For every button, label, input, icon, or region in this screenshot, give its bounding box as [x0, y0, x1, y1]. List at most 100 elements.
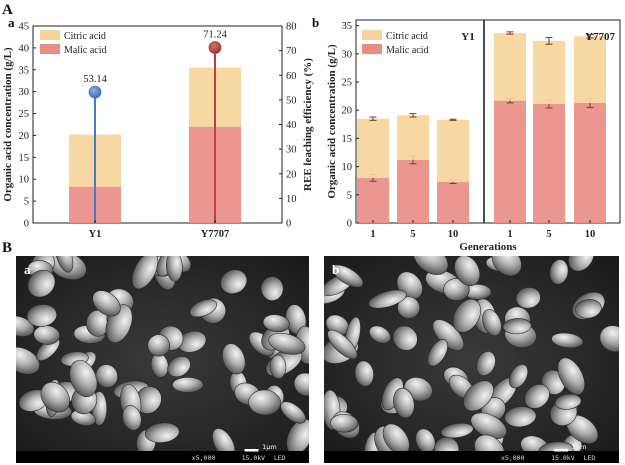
legend-swatch-citric-b [362, 30, 382, 40]
ytick-label-a-2: 10 [19, 175, 30, 186]
bar-citric-b-5 [574, 36, 606, 103]
sem-scale-bar [554, 449, 569, 452]
ylabel-a: Organic acid concentration (g/L) [2, 47, 14, 202]
bar-citric-b-4 [533, 40, 565, 105]
yeast-cell [463, 380, 494, 412]
yeast-cell [575, 299, 602, 319]
yeast-cell [474, 434, 505, 451]
ytick-label-a-7: 35 [19, 65, 30, 76]
ytick-label-a-5: 25 [19, 109, 30, 120]
efficiency-point-0 [88, 85, 102, 99]
yeast-cell [55, 256, 74, 273]
xtick-label-a-0: Y1 [89, 229, 102, 240]
y2label-a: REE leaching efficiency (%) [302, 58, 314, 191]
legend-label-malic-b: Malic acid [386, 45, 428, 56]
y2tick-label-a-5: 50 [286, 95, 297, 106]
panel-label-A: A [2, 2, 13, 18]
ytick-label-a-4: 20 [19, 131, 30, 142]
bar-citric-b-1 [397, 115, 429, 160]
y2tick-label-a-6: 60 [286, 71, 297, 82]
group-label-y1: Y1 [461, 31, 474, 43]
ytick-label-b-1: 5 [347, 190, 352, 201]
yeast-cell [332, 264, 364, 288]
yeast-cell [293, 372, 309, 397]
y2tick-label-a-7: 70 [286, 46, 297, 57]
yeast-cell [554, 393, 582, 410]
yeast-cell [92, 290, 121, 317]
ytick-label-a-6: 30 [19, 87, 30, 98]
yeast-cell [268, 332, 306, 355]
ytick-label-a-0: 0 [24, 219, 29, 230]
yeast-cell [415, 428, 436, 451]
ytick-label-b-6: 30 [342, 49, 353, 60]
xlabel-b: Generations [459, 241, 517, 253]
yeast-cell [280, 401, 306, 424]
panel-label-a: a [8, 15, 15, 30]
yeast-cell [40, 381, 70, 413]
plot-frame-b [355, 19, 621, 224]
y2tick-label-a-2: 20 [286, 169, 297, 180]
y2tick-label-a-8: 80 [286, 22, 297, 33]
xtick-label-b-4: 5 [546, 229, 551, 240]
bar-malic-b-5 [574, 102, 606, 223]
sem-info-bar [324, 451, 619, 463]
xtick-label-b-0: 1 [370, 229, 375, 240]
yeast-cell [557, 357, 586, 395]
y2tick-label-a-0: 0 [286, 219, 291, 230]
panel-label-B: B [2, 240, 12, 256]
yeast-cell [327, 329, 358, 360]
sem-magnification: x5,000 [192, 454, 216, 462]
yeast-cell [220, 269, 248, 294]
yeast-cell [131, 256, 159, 290]
yeast-cell [502, 318, 532, 335]
y2tick-label-a-4: 40 [286, 120, 297, 131]
bar-citric-b-3 [494, 32, 526, 101]
sem-scale-bar [244, 449, 259, 452]
yeast-cell [269, 354, 287, 379]
sem-panel-label-a: a [24, 262, 31, 277]
group-label-y7707: Y7707 [585, 31, 615, 43]
ytick-label-a-9: 45 [19, 22, 30, 33]
yeast-cell [260, 276, 284, 301]
yeast-cell [330, 413, 359, 433]
efficiency-label-1: 71.24 [203, 30, 227, 41]
yeast-cell [443, 278, 470, 301]
y2tick-label-a-1: 10 [286, 194, 297, 205]
ytick-label-b-3: 15 [342, 134, 353, 145]
legend-label-malic-a: Malic acid [64, 45, 106, 56]
xtick-label-b-5: 10 [585, 229, 596, 240]
ytick-label-a-3: 15 [19, 153, 30, 164]
yeast-cell [508, 364, 529, 389]
sem-panel-label-b: b [332, 262, 339, 277]
sem-image-a: x5,000 15.0kV LED 1μm [16, 256, 309, 463]
xtick-label-b-1: 5 [410, 229, 415, 240]
ytick-label-a-1: 5 [24, 197, 29, 208]
ytick-label-b-2: 10 [342, 162, 353, 173]
yeast-cell [26, 304, 58, 327]
yeast-cell [286, 418, 309, 451]
bar-malic-b-2 [437, 181, 469, 223]
yeast-cell [222, 343, 246, 375]
ytick-label-a-8: 40 [19, 43, 30, 54]
sem-image-b: x5,000 15.0kV LED 1μm [324, 256, 619, 463]
yeast-cell [248, 389, 281, 416]
bar-citric-b-0 [357, 118, 389, 178]
sem-magnification: x5,000 [501, 454, 525, 462]
sem-detector: LED [274, 454, 286, 462]
yeast-cell [452, 298, 481, 333]
yeast-cell [504, 406, 537, 428]
ytick-label-b-4: 20 [342, 106, 353, 117]
efficiency-label-0: 53.14 [83, 74, 107, 85]
bar-malic-b-4 [533, 104, 565, 223]
legend-swatch-malic-b [362, 44, 382, 54]
yeast-cell [482, 309, 502, 337]
ytick-label-b-5: 25 [342, 78, 353, 89]
yeast-cell [16, 346, 40, 375]
legend-label-citric-b: Citric acid [386, 31, 428, 42]
yeast-cell [122, 405, 142, 431]
y2tick-label-a-3: 30 [286, 145, 297, 156]
chart-a: 53.14 71.24 0 5 10 15 20 25 30 35 40 45 0 10 20 30 40 50 6… [2, 22, 314, 241]
yeast-cell [599, 325, 619, 353]
